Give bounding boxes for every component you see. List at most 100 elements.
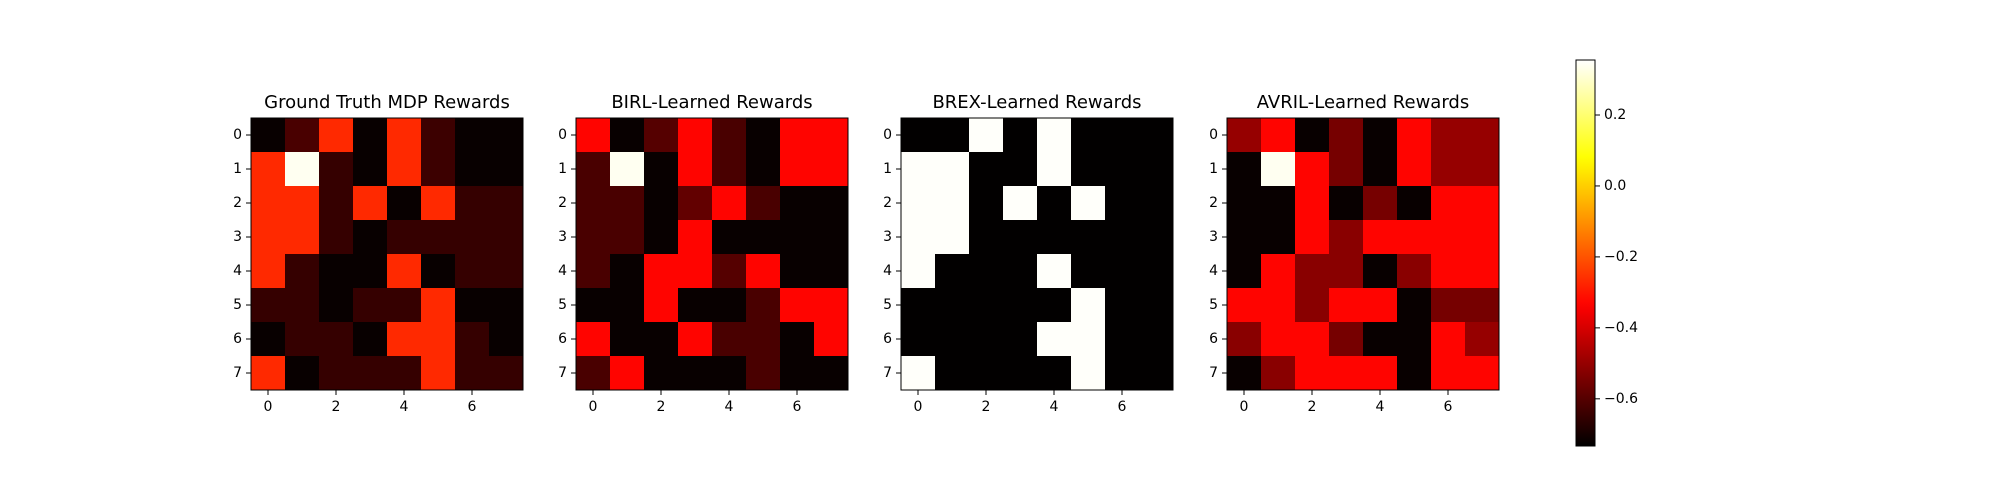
- heatmap-cell: [712, 220, 747, 255]
- y-tick-label: 6: [1209, 331, 1218, 347]
- heatmap-cell: [814, 322, 849, 357]
- y-tick-label: 6: [558, 331, 567, 347]
- heatmap-cell: [1295, 288, 1330, 323]
- x-tick-label: 6: [1118, 399, 1127, 415]
- colorbar-tick-label: −0.6: [1604, 391, 1638, 407]
- colorbar: [1575, 59, 1596, 447]
- heatmap-cell: [678, 356, 713, 391]
- heatmap-cell: [1329, 186, 1364, 221]
- heatmap-cell: [1295, 186, 1330, 221]
- heatmap-cell: [387, 254, 422, 289]
- x-tick-label: 0: [914, 399, 923, 415]
- heatmap-cell: [1139, 220, 1174, 255]
- heatmap-cell: [1003, 186, 1038, 221]
- heatmap-cell: [644, 220, 679, 255]
- x-tick-label: 2: [1308, 399, 1317, 415]
- heatmap-cell: [678, 288, 713, 323]
- heatmap-cell: [1139, 322, 1174, 357]
- heatmap-cell: [610, 254, 645, 289]
- heatmap-cell: [1363, 288, 1398, 323]
- heatmap-cell: [1037, 186, 1072, 221]
- colorbar-tick-label: 0.2: [1604, 107, 1626, 123]
- heatmap-cell: [1227, 220, 1262, 255]
- heatmap-cell: [610, 288, 645, 323]
- heatmap-cell: [969, 322, 1004, 357]
- heatmap-cell: [746, 152, 781, 187]
- heatmap-cell: [1397, 220, 1432, 255]
- heatmap-cell: [1431, 322, 1466, 357]
- heatmap-cell: [901, 152, 936, 187]
- heatmap-cell: [935, 254, 970, 289]
- heatmap-cell: [644, 152, 679, 187]
- heatmap-cell: [1329, 220, 1364, 255]
- x-tick-label: 4: [400, 399, 409, 415]
- heatmap-cell: [1071, 322, 1106, 357]
- heatmap-cell: [1397, 356, 1432, 391]
- heatmap-cell: [969, 152, 1004, 187]
- heatmap-cell: [1105, 220, 1140, 255]
- heatmap-cell: [1261, 220, 1296, 255]
- x-tick-label: 6: [468, 399, 477, 415]
- heatmap-cell: [1431, 254, 1466, 289]
- heatmap-cell: [1465, 118, 1500, 153]
- y-tick-label: 5: [558, 297, 567, 313]
- y-tick-label: 4: [558, 263, 567, 279]
- heatmap-cell: [319, 288, 354, 323]
- heatmap-cell: [285, 118, 320, 153]
- heatmap-cell: [1227, 118, 1262, 153]
- heatmap-cell: [576, 152, 611, 187]
- heatmap-cell: [969, 220, 1004, 255]
- heatmap-cell: [644, 186, 679, 221]
- chart-title: AVRIL-Learned Rewards: [1257, 92, 1469, 113]
- heatmap-cell: [319, 220, 354, 255]
- y-tick-label: 6: [233, 331, 242, 347]
- heatmap-cell: [421, 288, 456, 323]
- heatmap-cell: [901, 254, 936, 289]
- heatmap-cell: [969, 356, 1004, 391]
- plot-frame: [1226, 117, 1500, 391]
- heatmap-cell: [1363, 356, 1398, 391]
- heatmap-cell: [1139, 254, 1174, 289]
- heatmap-cell: [644, 118, 679, 153]
- heatmap-cell: [1295, 220, 1330, 255]
- heatmap-cell: [576, 322, 611, 357]
- heatmap-cell: [387, 118, 422, 153]
- x-tick-label: 6: [793, 399, 802, 415]
- heatmap-cell: [1105, 288, 1140, 323]
- heatmap-cell: [814, 288, 849, 323]
- heatmap-cell: [780, 288, 815, 323]
- heatmap-cell: [455, 322, 490, 357]
- heatmap-cell: [319, 254, 354, 289]
- heatmap-cell: [387, 356, 422, 391]
- heatmap-cell: [1003, 254, 1038, 289]
- heatmap-cell: [1329, 118, 1364, 153]
- heatmap-cell: [1003, 118, 1038, 153]
- heatmap-cell: [387, 186, 422, 221]
- heatmap-cell: [1431, 288, 1466, 323]
- heatmap-cell: [1227, 322, 1262, 357]
- heatmap-cell: [1003, 288, 1038, 323]
- y-tick-label: 0: [1209, 127, 1218, 143]
- heatmap-cell: [251, 254, 286, 289]
- heatmap-cell: [780, 118, 815, 153]
- heatmap-cell: [1363, 152, 1398, 187]
- heatmap-cell: [1295, 118, 1330, 153]
- heatmap-cell: [1261, 152, 1296, 187]
- heatmap-cell: [935, 220, 970, 255]
- y-tick-label: 1: [883, 161, 892, 177]
- heatmap-cell: [935, 356, 970, 391]
- heatmap-cell: [1431, 152, 1466, 187]
- heatmap-cell: [251, 186, 286, 221]
- x-tick-label: 4: [1050, 399, 1059, 415]
- heatmap-cell: [387, 322, 422, 357]
- heatmap-cell: [1431, 118, 1466, 153]
- heatmap-cell: [1465, 288, 1500, 323]
- heatmap-cell: [387, 220, 422, 255]
- heatmap-cell: [678, 118, 713, 153]
- heatmap-cell: [455, 254, 490, 289]
- y-tick-label: 5: [883, 297, 892, 313]
- heatmap-cell: [746, 356, 781, 391]
- heatmap-cell: [610, 152, 645, 187]
- heatmap-cell: [1465, 186, 1500, 221]
- heatmap-cell: [1261, 254, 1296, 289]
